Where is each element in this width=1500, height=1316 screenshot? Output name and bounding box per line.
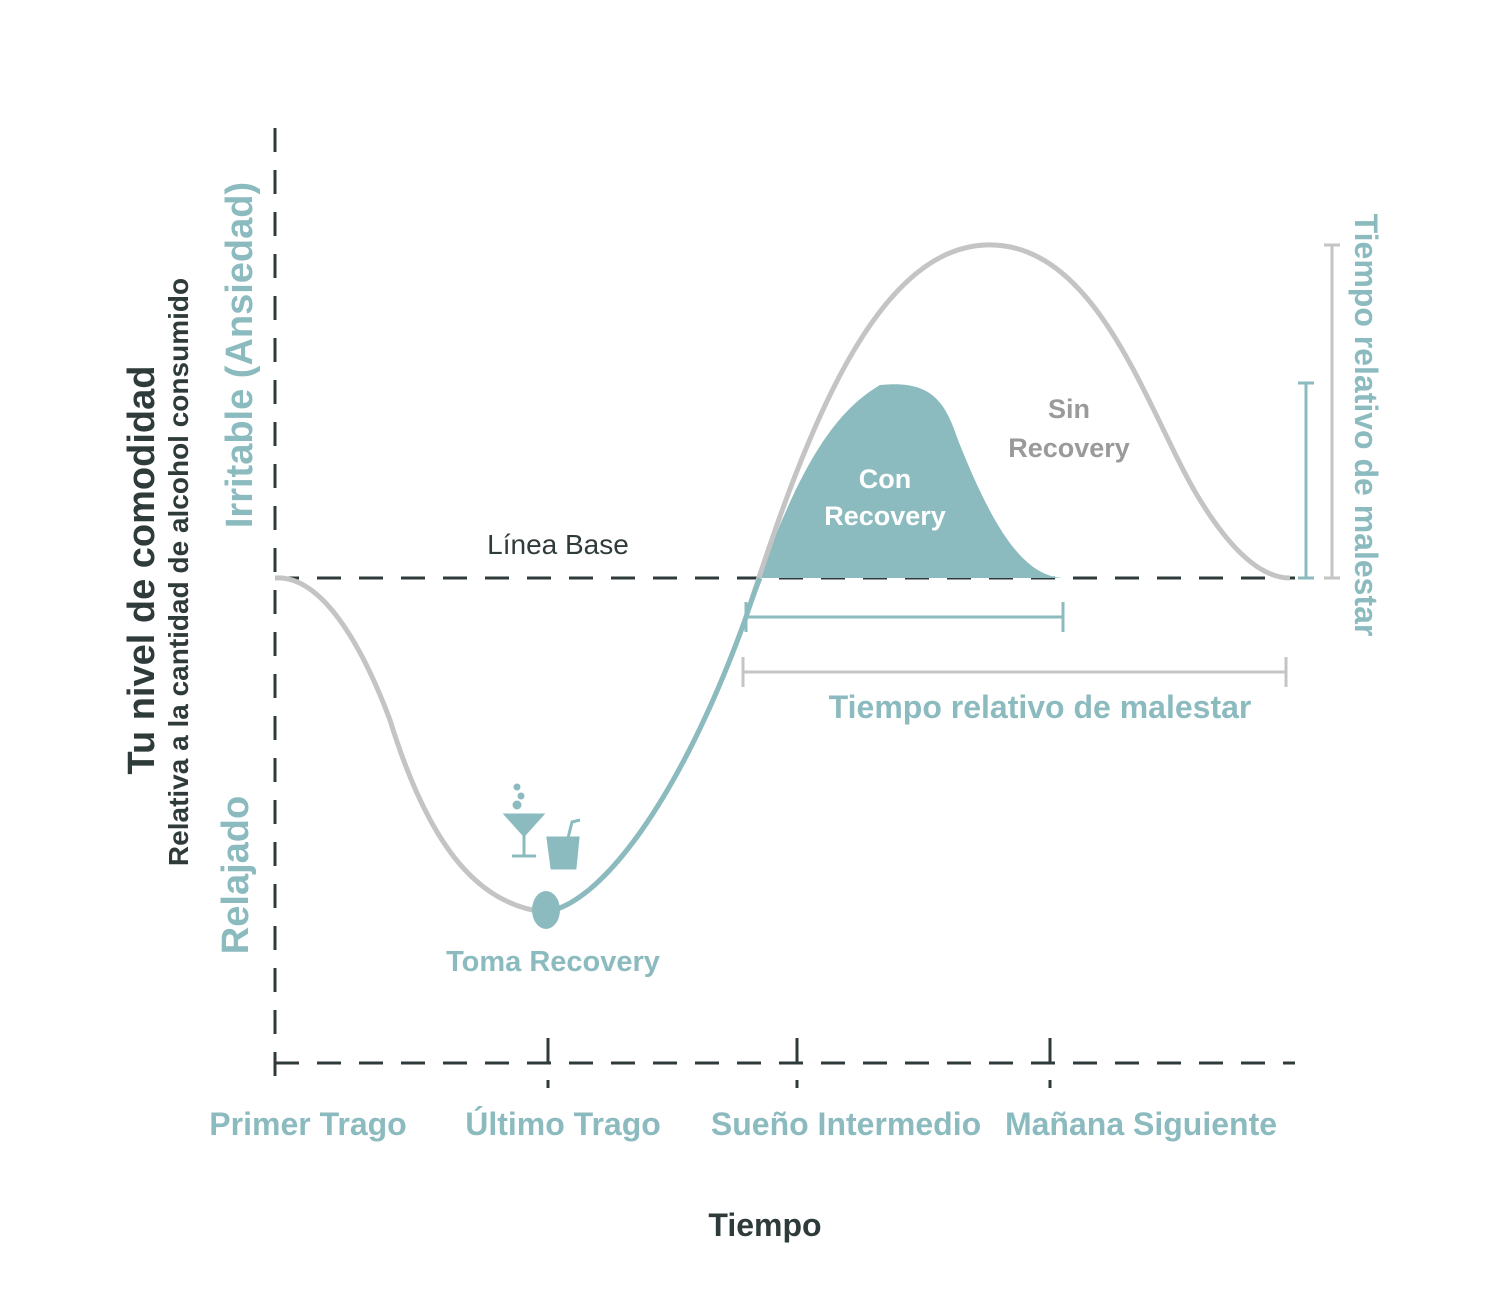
y-bottom-label: Relajado — [215, 796, 257, 954]
with-recovery-label: Recovery — [824, 501, 946, 531]
x-ticks — [546, 1038, 1052, 1088]
without-recovery-label: Sin — [1048, 394, 1090, 424]
x-category: Mañana Siguiente — [1005, 1106, 1277, 1142]
drink-icons — [502, 783, 581, 870]
x-axis-title: Tiempo — [708, 1207, 821, 1243]
x-category: Último Trago — [465, 1106, 661, 1142]
y-axis-subtitle: Relativa a la cantidad de alcohol consum… — [163, 278, 194, 866]
duration-label-vertical: Tiempo relativo de malestar — [1348, 214, 1384, 637]
y-top-label: Irritable (Ansiedad) — [219, 182, 261, 528]
y-axis-title: Tu nivel de comodidad — [121, 366, 163, 775]
marker-label: Toma Recovery — [446, 946, 660, 978]
recovery-marker — [532, 891, 560, 929]
x-category: Primer Trago — [209, 1106, 406, 1142]
without-recovery-label: Recovery — [1008, 433, 1130, 463]
axes — [273, 128, 1295, 1090]
with-recovery-area — [758, 384, 1062, 578]
recovery-curve — [544, 577, 763, 915]
baseline-label: Línea Base — [487, 529, 629, 560]
with-recovery-label: Con — [859, 464, 911, 494]
x-category: Sueño Intermedio — [711, 1106, 981, 1142]
duration-brackets — [741, 243, 1340, 687]
duration-label: Tiempo relativo de malestar — [829, 689, 1252, 725]
